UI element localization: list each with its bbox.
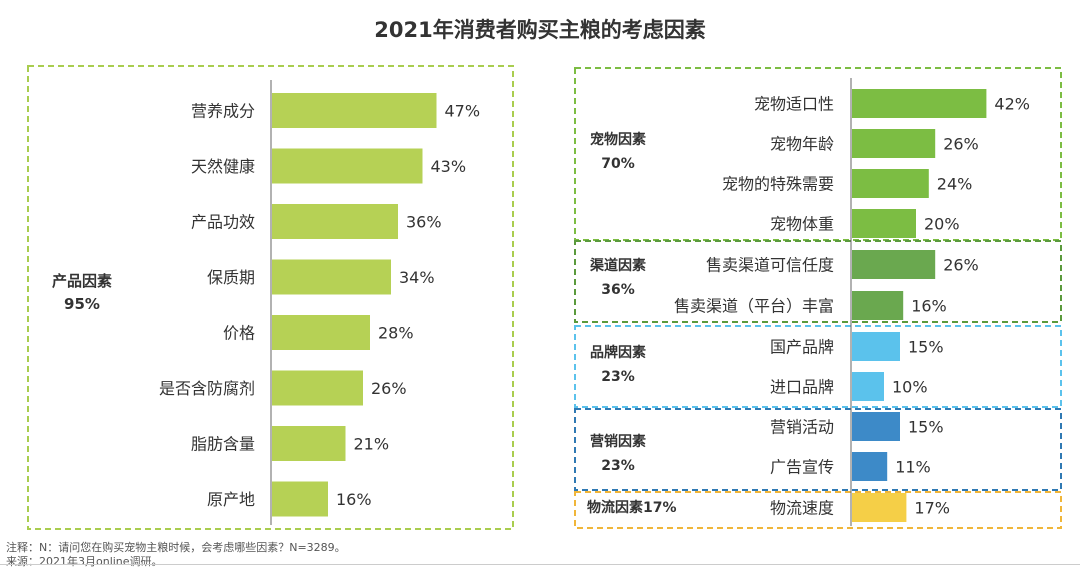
value-label: 26%: [371, 379, 407, 398]
category-label: 脂肪含量: [191, 435, 255, 454]
group-label: 渠道因素: [589, 257, 646, 274]
value-label: 28%: [378, 324, 414, 343]
value-label: 16%: [336, 490, 372, 509]
group-label: 营销因素: [590, 433, 646, 450]
bar-3: [272, 204, 398, 239]
value-label: 15%: [908, 418, 944, 437]
category-label: 营养成分: [191, 102, 255, 121]
bar-6: [852, 291, 904, 320]
category-label: 宠物体重: [770, 215, 834, 234]
group-value: 23%: [601, 458, 635, 474]
category-label: 国产品牌: [770, 338, 834, 357]
category-label: 宠物年龄: [770, 135, 834, 154]
bar-11: [852, 493, 907, 522]
value-label: 47%: [445, 102, 481, 121]
value-label: 17%: [914, 499, 950, 518]
bar-5: [852, 250, 936, 279]
bar-2: [272, 148, 423, 184]
category-label: 营销活动: [770, 418, 834, 437]
category-label: 广告宣传: [770, 458, 834, 477]
value-label: 36%: [406, 213, 442, 232]
left-group-value: 95%: [64, 295, 100, 313]
bar-6: [272, 370, 363, 406]
category-label: 是否含防腐剂: [159, 379, 255, 398]
footnote-source: 来源：2021年3月online调研。: [6, 555, 163, 568]
group-label: 物流因素17%: [587, 499, 677, 516]
left-panel-border: [27, 65, 514, 530]
category-label: 保质期: [207, 268, 255, 287]
group-value: 23%: [601, 369, 635, 385]
value-label: 34%: [399, 268, 435, 287]
group-box-3: [574, 325, 1062, 408]
category-label: 价格: [223, 324, 255, 343]
bar-2: [852, 129, 936, 158]
bar-5: [272, 315, 370, 350]
chart-title: 2021年消费者购买主粮的考虑因素: [374, 18, 706, 42]
value-label: 43%: [431, 157, 467, 176]
category-label: 产品功效: [191, 213, 255, 232]
group-box-4: [574, 408, 1062, 491]
category-label: 进口品牌: [770, 378, 834, 397]
footnote-question: 注释：N：请问您在购买宠物主粮时候，会考虑哪些因素？N=3289。: [6, 541, 346, 554]
group-value: 70%: [601, 156, 635, 172]
left-group-label: 产品因素: [52, 272, 112, 290]
group-box-2: [574, 240, 1062, 323]
bar-7: [272, 426, 346, 461]
value-label: 20%: [924, 215, 960, 234]
bar-8: [852, 372, 884, 401]
bar-4: [852, 209, 916, 238]
bar-3: [852, 169, 929, 198]
bar-1: [272, 93, 437, 128]
value-label: 10%: [892, 378, 928, 397]
bar-10: [852, 452, 888, 481]
category-label: 原产地: [207, 490, 255, 509]
category-label: 天然健康: [191, 157, 255, 176]
category-label: 售卖渠道（平台）丰富: [674, 297, 834, 316]
bar-7: [852, 332, 900, 361]
group-label: 品牌因素: [590, 344, 646, 361]
group-value: 36%: [601, 282, 635, 298]
bar-1: [852, 89, 987, 118]
bar-9: [852, 412, 900, 441]
value-label: 16%: [911, 297, 947, 316]
category-label: 售卖渠道可信任度: [706, 256, 834, 275]
value-label: 26%: [943, 135, 979, 154]
value-label: 42%: [994, 95, 1030, 114]
group-label: 宠物因素: [590, 131, 646, 148]
bar-4: [272, 259, 391, 295]
value-label: 15%: [908, 338, 944, 357]
value-label: 24%: [937, 175, 973, 194]
category-label: 物流速度: [770, 499, 834, 518]
group-box-5: [574, 491, 1062, 529]
bar-8: [272, 481, 328, 517]
value-label: 26%: [943, 256, 979, 275]
value-label: 11%: [895, 458, 931, 477]
bottom-rule: [0, 564, 1080, 565]
value-label: 21%: [354, 435, 390, 454]
category-label: 宠物的特殊需要: [722, 175, 834, 194]
category-label: 宠物适口性: [754, 95, 834, 114]
